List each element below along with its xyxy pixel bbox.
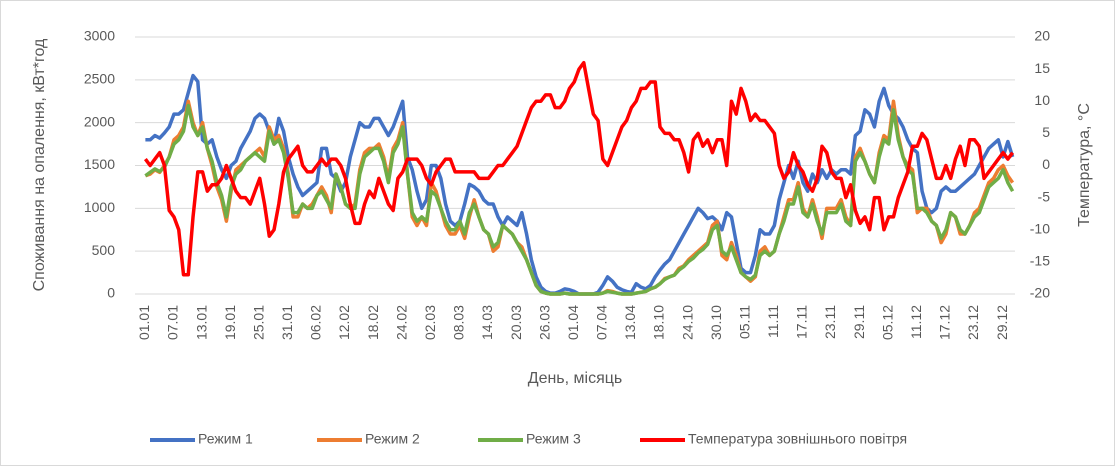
series-line [144, 103, 1015, 296]
x-tick-label: 18.10 [651, 305, 667, 340]
y-tick-label: 0 [107, 285, 115, 301]
x-tick-label: 01.04 [565, 305, 581, 340]
x-tick-label: 05.11 [736, 305, 752, 339]
x-tick-label: 24.02 [393, 305, 409, 340]
x-tick-label: 18.02 [365, 305, 381, 340]
x-tick-label: 26.03 [536, 305, 552, 340]
x-axis-title: День, місяць [528, 370, 623, 387]
x-tick-label: 24.10 [679, 305, 695, 340]
legend-label: Режим 2 [365, 431, 420, 447]
x-tick-label: 07.01 [165, 305, 181, 340]
x-tick-label: 11.12 [908, 305, 924, 339]
y2-tick-label: 10 [1034, 92, 1050, 108]
y2-axis-title: Температура, °С [1076, 103, 1093, 227]
y-axis-title: Споживання на опалення, кВт*год [31, 38, 48, 291]
x-tick-label: 13.04 [622, 305, 638, 340]
y-tick-label: 500 [92, 242, 116, 258]
x-tick-label: 08.03 [451, 305, 467, 340]
y-tick-label: 3000 [84, 28, 115, 44]
x-tick-label: 30.10 [708, 305, 724, 340]
y2-tick-label: 20 [1034, 28, 1050, 44]
y2-tick-label: -15 [1030, 253, 1050, 269]
x-tick-label: 17.11 [794, 305, 810, 339]
y-tick-label: 1000 [84, 199, 115, 215]
y2-tick-label: 15 [1034, 60, 1050, 76]
x-tick-label: 11.11 [765, 305, 781, 338]
legend-label: Режим 1 [198, 431, 253, 447]
y2-tick-label: -5 [1038, 188, 1051, 204]
x-tick-label: 14.03 [479, 305, 495, 340]
x-tick-label: 05.12 [879, 305, 895, 340]
x-tick-label: 17.12 [937, 305, 953, 340]
series-line [143, 60, 1015, 277]
legend-label: Температура зовнішнього повітря [688, 431, 907, 447]
x-tick-label: 25.01 [250, 305, 266, 340]
y2-tick-label: 5 [1042, 124, 1050, 140]
x-tick-label: 19.01 [222, 305, 238, 340]
x-tick-label: 31.01 [279, 305, 295, 340]
x-tick-label: 02.03 [422, 305, 438, 340]
x-tick-label: 23.12 [965, 305, 981, 340]
y-tick-label: 1500 [84, 156, 115, 172]
y2-tick-label: -20 [1030, 285, 1050, 301]
x-tick-label: 13.01 [193, 305, 209, 340]
y-tick-label: 2000 [84, 113, 115, 129]
x-tick-label: 12.02 [336, 305, 352, 340]
x-tick-label: 20.03 [508, 305, 524, 340]
y2-tick-label: 0 [1042, 156, 1050, 172]
x-tick-label: 29.12 [994, 305, 1010, 340]
x-tick-label: 06.02 [308, 305, 324, 340]
x-tick-label: 23.11 [822, 305, 838, 339]
y-tick-label: 2500 [84, 71, 115, 87]
x-tick-label: 29.11 [851, 305, 867, 339]
x-tick-label: 07.04 [594, 305, 610, 340]
y2-tick-label: -10 [1030, 220, 1050, 236]
x-tick-label: 01.01 [136, 305, 152, 340]
legend-label: Режим 3 [526, 431, 581, 447]
